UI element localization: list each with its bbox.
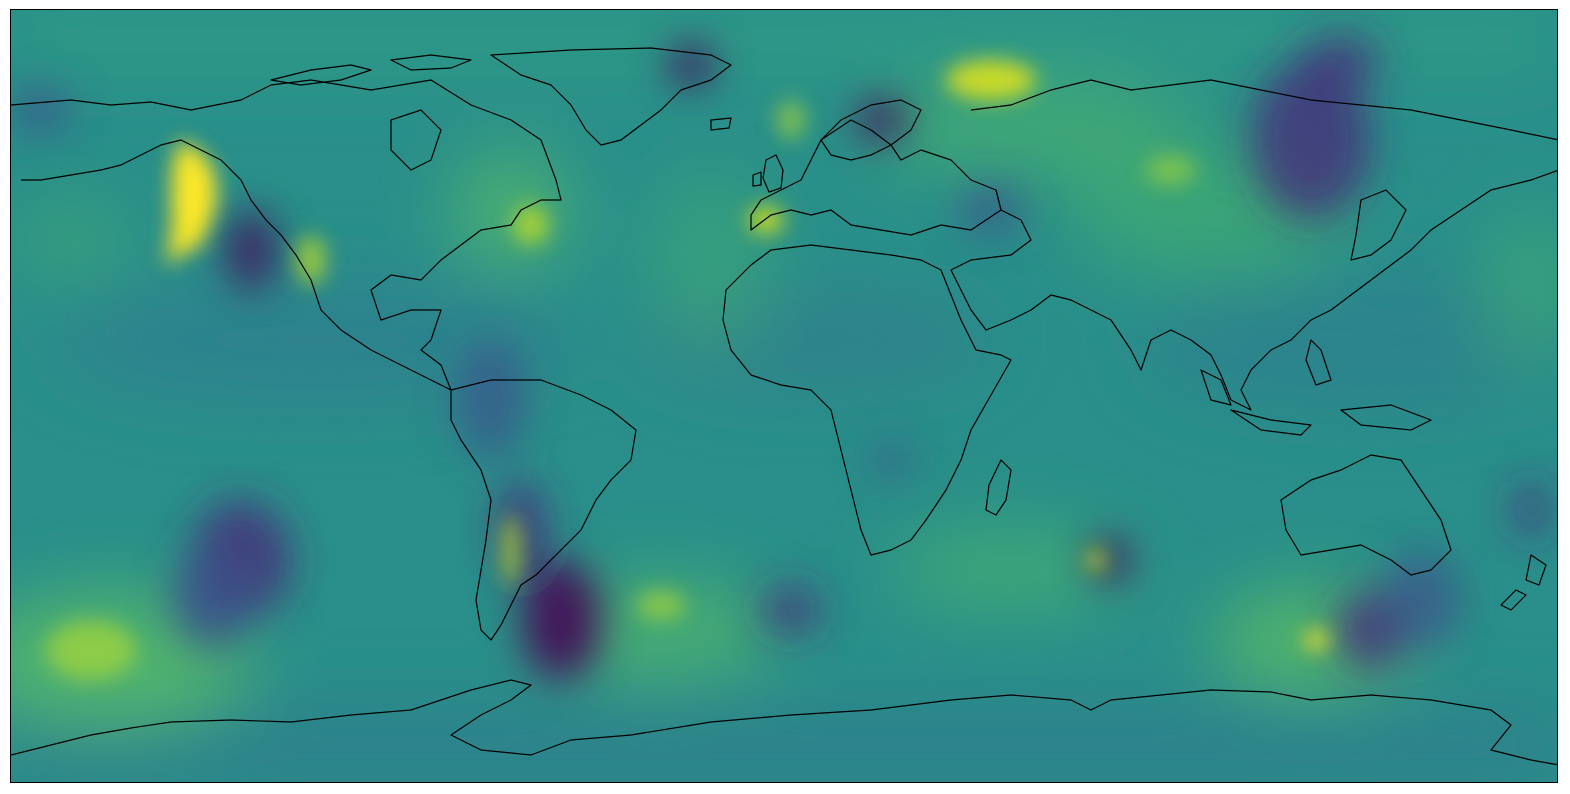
map-panel xyxy=(10,9,1558,783)
field-low-anomalies xyxy=(11,35,1551,680)
coastline-madagascar xyxy=(985,459,1012,516)
field-broad-bands xyxy=(11,10,1557,782)
coastline-se-asia-islands xyxy=(1200,339,1432,436)
coastline-north-america xyxy=(11,79,562,391)
coastline-antarctica xyxy=(11,679,1557,766)
field-high-anomalies xyxy=(46,60,1328,680)
coastlines xyxy=(11,47,1557,766)
coastline-asia xyxy=(950,79,1557,411)
coastline-greenland xyxy=(490,47,732,146)
coastline-scandinavia xyxy=(820,99,922,161)
coastline-africa xyxy=(722,244,1012,556)
coastline-australia xyxy=(1280,454,1452,576)
coastline-south-america xyxy=(450,379,637,641)
coastline-japan xyxy=(1350,189,1407,261)
coastline-europe xyxy=(750,119,1002,236)
coastline-new-zealand xyxy=(1500,554,1547,611)
field-map xyxy=(11,10,1557,782)
coastline-arctic-islands xyxy=(270,54,732,171)
coastline-british-isles xyxy=(752,154,784,193)
